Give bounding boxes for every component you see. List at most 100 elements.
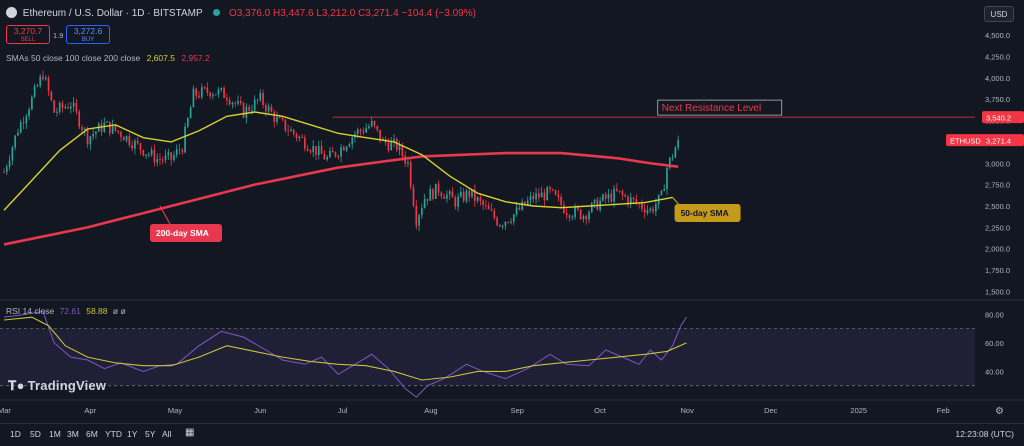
candle-body (663, 189, 666, 191)
candle-body (607, 193, 610, 199)
timeframe-1m[interactable]: 1M (49, 429, 61, 439)
candle-body (234, 102, 237, 104)
candle-body (409, 162, 412, 188)
candle-body (187, 118, 189, 127)
candle-body (242, 103, 245, 118)
candle-body (220, 88, 223, 90)
candle-body (72, 102, 75, 107)
sma-legend[interactable]: SMAs 50 close 100 close 200 close 2,607.… (6, 53, 210, 63)
sma200-callout-label: 200-day SMA (156, 228, 209, 238)
candle-body (616, 188, 618, 191)
candle-body (471, 189, 473, 197)
sma200-value: 2,957.2 (181, 53, 210, 63)
candle-body (426, 198, 429, 201)
candle-body (538, 193, 540, 198)
candle-body (209, 92, 211, 97)
candle-body (25, 116, 28, 124)
candle-body (8, 160, 11, 167)
candle-body (248, 106, 250, 111)
candle-body (81, 127, 83, 131)
price-tick-label: 4,500.0 (985, 31, 1010, 40)
timeframe-6m[interactable]: 6M (86, 429, 98, 439)
symbol-name: Ethereum / U.S. Dollar · 1D · BITSTAMP (22, 8, 203, 19)
bottom-toolbar: 1D 5D 1M 3M 6M YTD 1Y 5Y All ▦ 12:23:08 … (0, 423, 1024, 446)
candle-body (390, 141, 393, 151)
candle-body (309, 150, 312, 152)
rsi-legend[interactable]: RSI 14 close 72.61 58.88 ø ø (6, 306, 126, 316)
candle-body (58, 102, 61, 112)
buy-label: BUY (81, 37, 95, 43)
candle-body (150, 149, 153, 155)
rsi-ma-value: 58.88 (86, 306, 108, 316)
price-tick-label: 3,750.0 (985, 95, 1010, 104)
sell-button[interactable]: 3,270.7 SELL (6, 25, 50, 44)
sma200-line (3, 151, 679, 246)
currency-button[interactable]: USD (984, 6, 1014, 22)
rsi-ma-line (3, 316, 687, 381)
candle-body (228, 100, 231, 105)
candle-body (590, 203, 593, 213)
candle-body (451, 191, 454, 198)
candle-body (485, 205, 487, 207)
timeframe-5d[interactable]: 5D (30, 429, 41, 439)
candle-body (340, 147, 342, 157)
candle-body (111, 124, 114, 134)
buy-price: 3,272.6 (73, 26, 103, 36)
buy-button[interactable]: 3,272.6 BUY (66, 25, 110, 44)
candle-body (652, 208, 654, 212)
tradingview-logo-icon: 𝐓● (8, 378, 25, 393)
timeframe-1y[interactable]: 1Y (127, 429, 138, 439)
sma50-callout-box (674, 204, 741, 222)
candle-body (17, 132, 19, 136)
candle-body (610, 193, 613, 202)
timeframe-1d[interactable]: 1D (10, 429, 21, 439)
candle-body (666, 167, 668, 190)
market-status-icon (213, 9, 221, 16)
candle-body (298, 136, 301, 139)
candle-body (170, 152, 172, 160)
candle-body (5, 166, 8, 172)
candle-body (195, 88, 198, 96)
candle-body (125, 135, 128, 141)
candle-body (203, 87, 206, 89)
timeframe-all[interactable]: All (162, 429, 172, 439)
candle-body (479, 197, 482, 201)
sma200-callout-box (150, 224, 222, 242)
candle-body (290, 129, 292, 132)
candle-body (153, 149, 156, 163)
timeframe-ytd[interactable]: YTD (105, 429, 122, 439)
candle-body (33, 86, 36, 97)
timeframe-5y[interactable]: 5Y (145, 429, 156, 439)
candle-body (11, 147, 14, 161)
candle-body (440, 192, 443, 197)
candle-body (432, 188, 434, 199)
candle-body (529, 195, 532, 201)
candle-body (677, 140, 679, 148)
rsi-pane: 40.00 60.00 80.00 Mar Apr May Jun Jul Aug Sep Oct N… (0, 310, 1004, 417)
time-tick-label: Mar (0, 406, 11, 415)
candle-body (301, 136, 303, 138)
candle-body (446, 194, 448, 199)
price-tick-label: 1,500.0 (985, 287, 1010, 296)
candle-body (50, 91, 53, 101)
candle-body (337, 156, 340, 158)
candle-body (120, 132, 122, 138)
candle-body (200, 87, 203, 98)
candle-body (624, 194, 627, 197)
candle-body (418, 215, 420, 226)
candle-body (507, 221, 510, 223)
timeframe-3m[interactable]: 3M (67, 429, 79, 439)
candle-body (551, 189, 554, 191)
candle-body (499, 225, 501, 227)
candle-body (629, 197, 632, 204)
time-tick-label: Feb (937, 406, 950, 415)
price-tick-label: 1,750.0 (985, 266, 1010, 275)
candle-body (373, 120, 376, 126)
candle-body (262, 92, 264, 105)
calendar-icon[interactable]: ▦ (185, 427, 195, 438)
candle-body (44, 77, 47, 80)
candle-body (329, 150, 331, 158)
candle-body (276, 117, 278, 122)
candle-body (178, 149, 181, 151)
